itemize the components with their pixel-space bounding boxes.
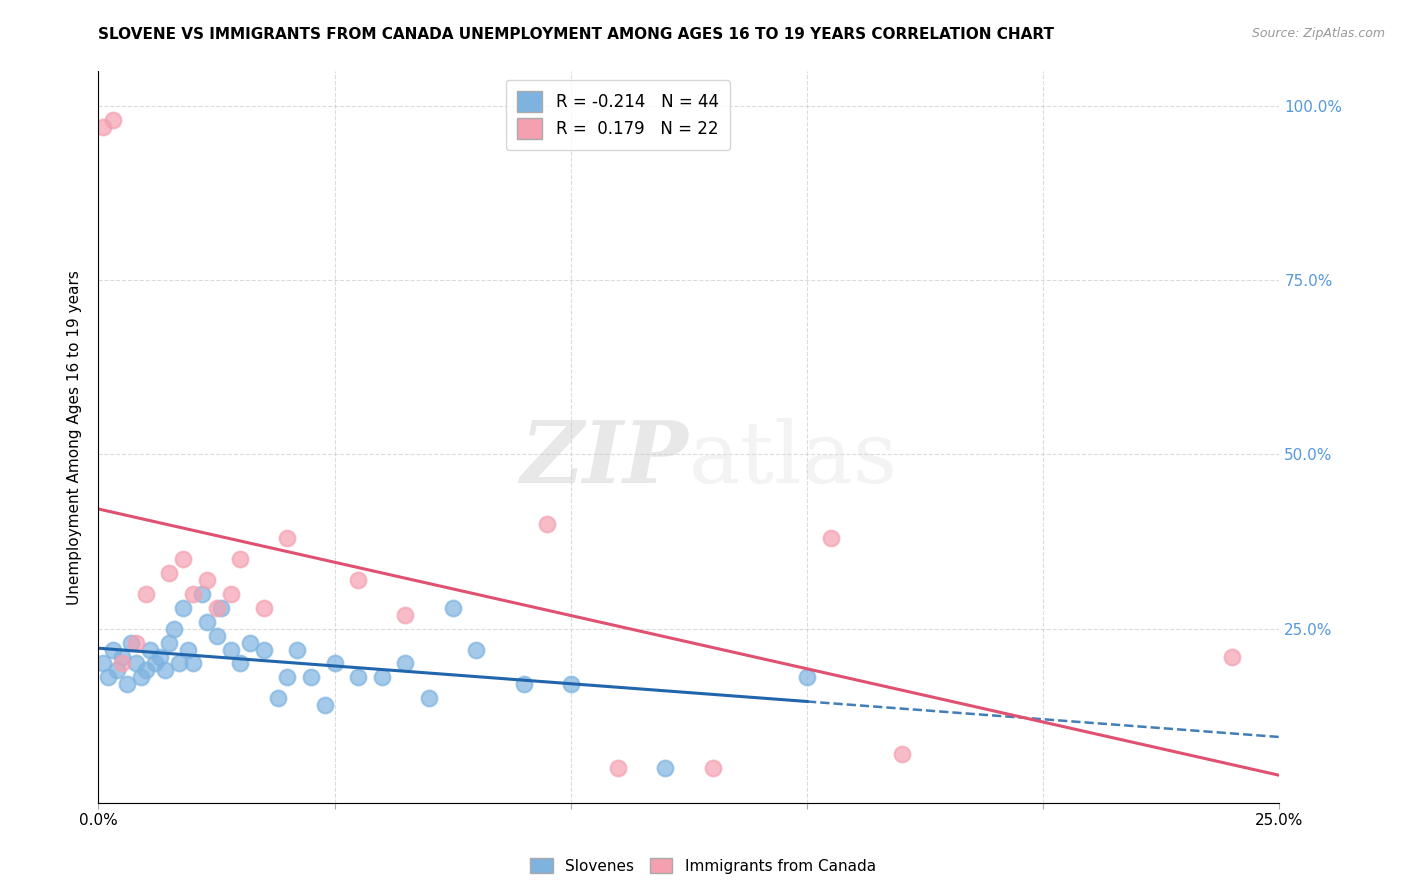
Point (560, 677, 582, 691)
Point (149, 649, 172, 664)
Point (1220, 649, 1243, 664)
Point (229, 552, 252, 566)
Point (219, 642, 242, 657)
Point (239, 635, 262, 649)
Point (163, 622, 186, 636)
Point (129, 670, 152, 684)
Point (181, 657, 204, 671)
Point (229, 657, 252, 671)
Point (153, 664, 176, 678)
Point (195, 615, 218, 629)
Point (820, 531, 842, 545)
Point (91, 120, 114, 134)
Point (209, 600, 232, 615)
Point (143, 657, 166, 671)
Point (267, 691, 290, 706)
Point (347, 670, 370, 684)
Point (890, 747, 912, 761)
Y-axis label: Unemployment Among Ages 16 to 19 years: Unemployment Among Ages 16 to 19 years (67, 269, 83, 605)
Point (111, 657, 134, 671)
Point (299, 670, 322, 684)
Point (702, 761, 724, 775)
Point (253, 600, 276, 615)
Point (654, 761, 676, 775)
Point (157, 635, 180, 649)
Text: Source: ZipAtlas.com: Source: ZipAtlas.com (1251, 27, 1385, 40)
Point (91, 657, 114, 671)
Point (536, 517, 558, 532)
Point (285, 642, 308, 657)
Point (125, 635, 148, 649)
Point (205, 600, 228, 615)
Point (512, 677, 534, 691)
Point (195, 573, 218, 587)
Text: ZIP: ZIP (522, 417, 689, 500)
Point (371, 670, 394, 684)
Point (796, 670, 818, 684)
Point (394, 607, 416, 622)
Point (167, 657, 190, 671)
Point (105, 664, 128, 678)
Point (139, 642, 162, 657)
Point (314, 698, 336, 713)
Point (323, 657, 346, 671)
Point (276, 670, 298, 684)
Point (607, 761, 630, 775)
Point (441, 600, 464, 615)
Point (101, 113, 124, 128)
Point (115, 677, 138, 691)
Text: atlas: atlas (689, 417, 898, 500)
Point (172, 552, 194, 566)
Legend: Slovenes, Immigrants from Canada: Slovenes, Immigrants from Canada (524, 852, 882, 880)
Point (121, 635, 143, 649)
Point (418, 691, 440, 706)
Point (191, 587, 214, 601)
Point (465, 642, 488, 657)
Point (135, 664, 157, 678)
Point (347, 573, 370, 587)
Point (276, 531, 298, 545)
Point (205, 629, 228, 643)
Point (177, 642, 200, 657)
Point (219, 587, 242, 601)
Point (172, 600, 194, 615)
Point (253, 642, 276, 657)
Legend: R = -0.214   N = 44, R =  0.179   N = 22: R = -0.214 N = 44, R = 0.179 N = 22 (506, 79, 730, 151)
Point (181, 587, 204, 601)
Point (111, 649, 134, 664)
Point (101, 642, 124, 657)
Point (125, 657, 148, 671)
Point (135, 587, 157, 601)
Point (394, 657, 416, 671)
Point (97, 670, 120, 684)
Text: SLOVENE VS IMMIGRANTS FROM CANADA UNEMPLOYMENT AMONG AGES 16 TO 19 YEARS CORRELA: SLOVENE VS IMMIGRANTS FROM CANADA UNEMPL… (98, 27, 1054, 42)
Point (157, 566, 180, 580)
